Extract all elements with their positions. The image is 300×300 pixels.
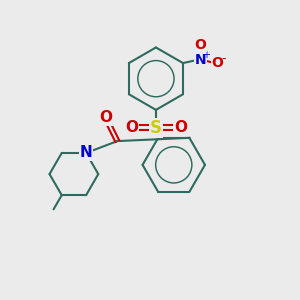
Text: +: + [202, 50, 210, 60]
Text: S: S [150, 119, 162, 137]
Text: O: O [125, 120, 138, 135]
Text: -: - [221, 52, 226, 65]
Text: N: N [194, 53, 206, 67]
Text: O: O [212, 56, 224, 70]
Text: N: N [80, 146, 92, 160]
Text: N: N [80, 146, 92, 160]
Text: O: O [99, 110, 112, 125]
Text: O: O [174, 120, 187, 135]
Text: O: O [194, 38, 206, 52]
